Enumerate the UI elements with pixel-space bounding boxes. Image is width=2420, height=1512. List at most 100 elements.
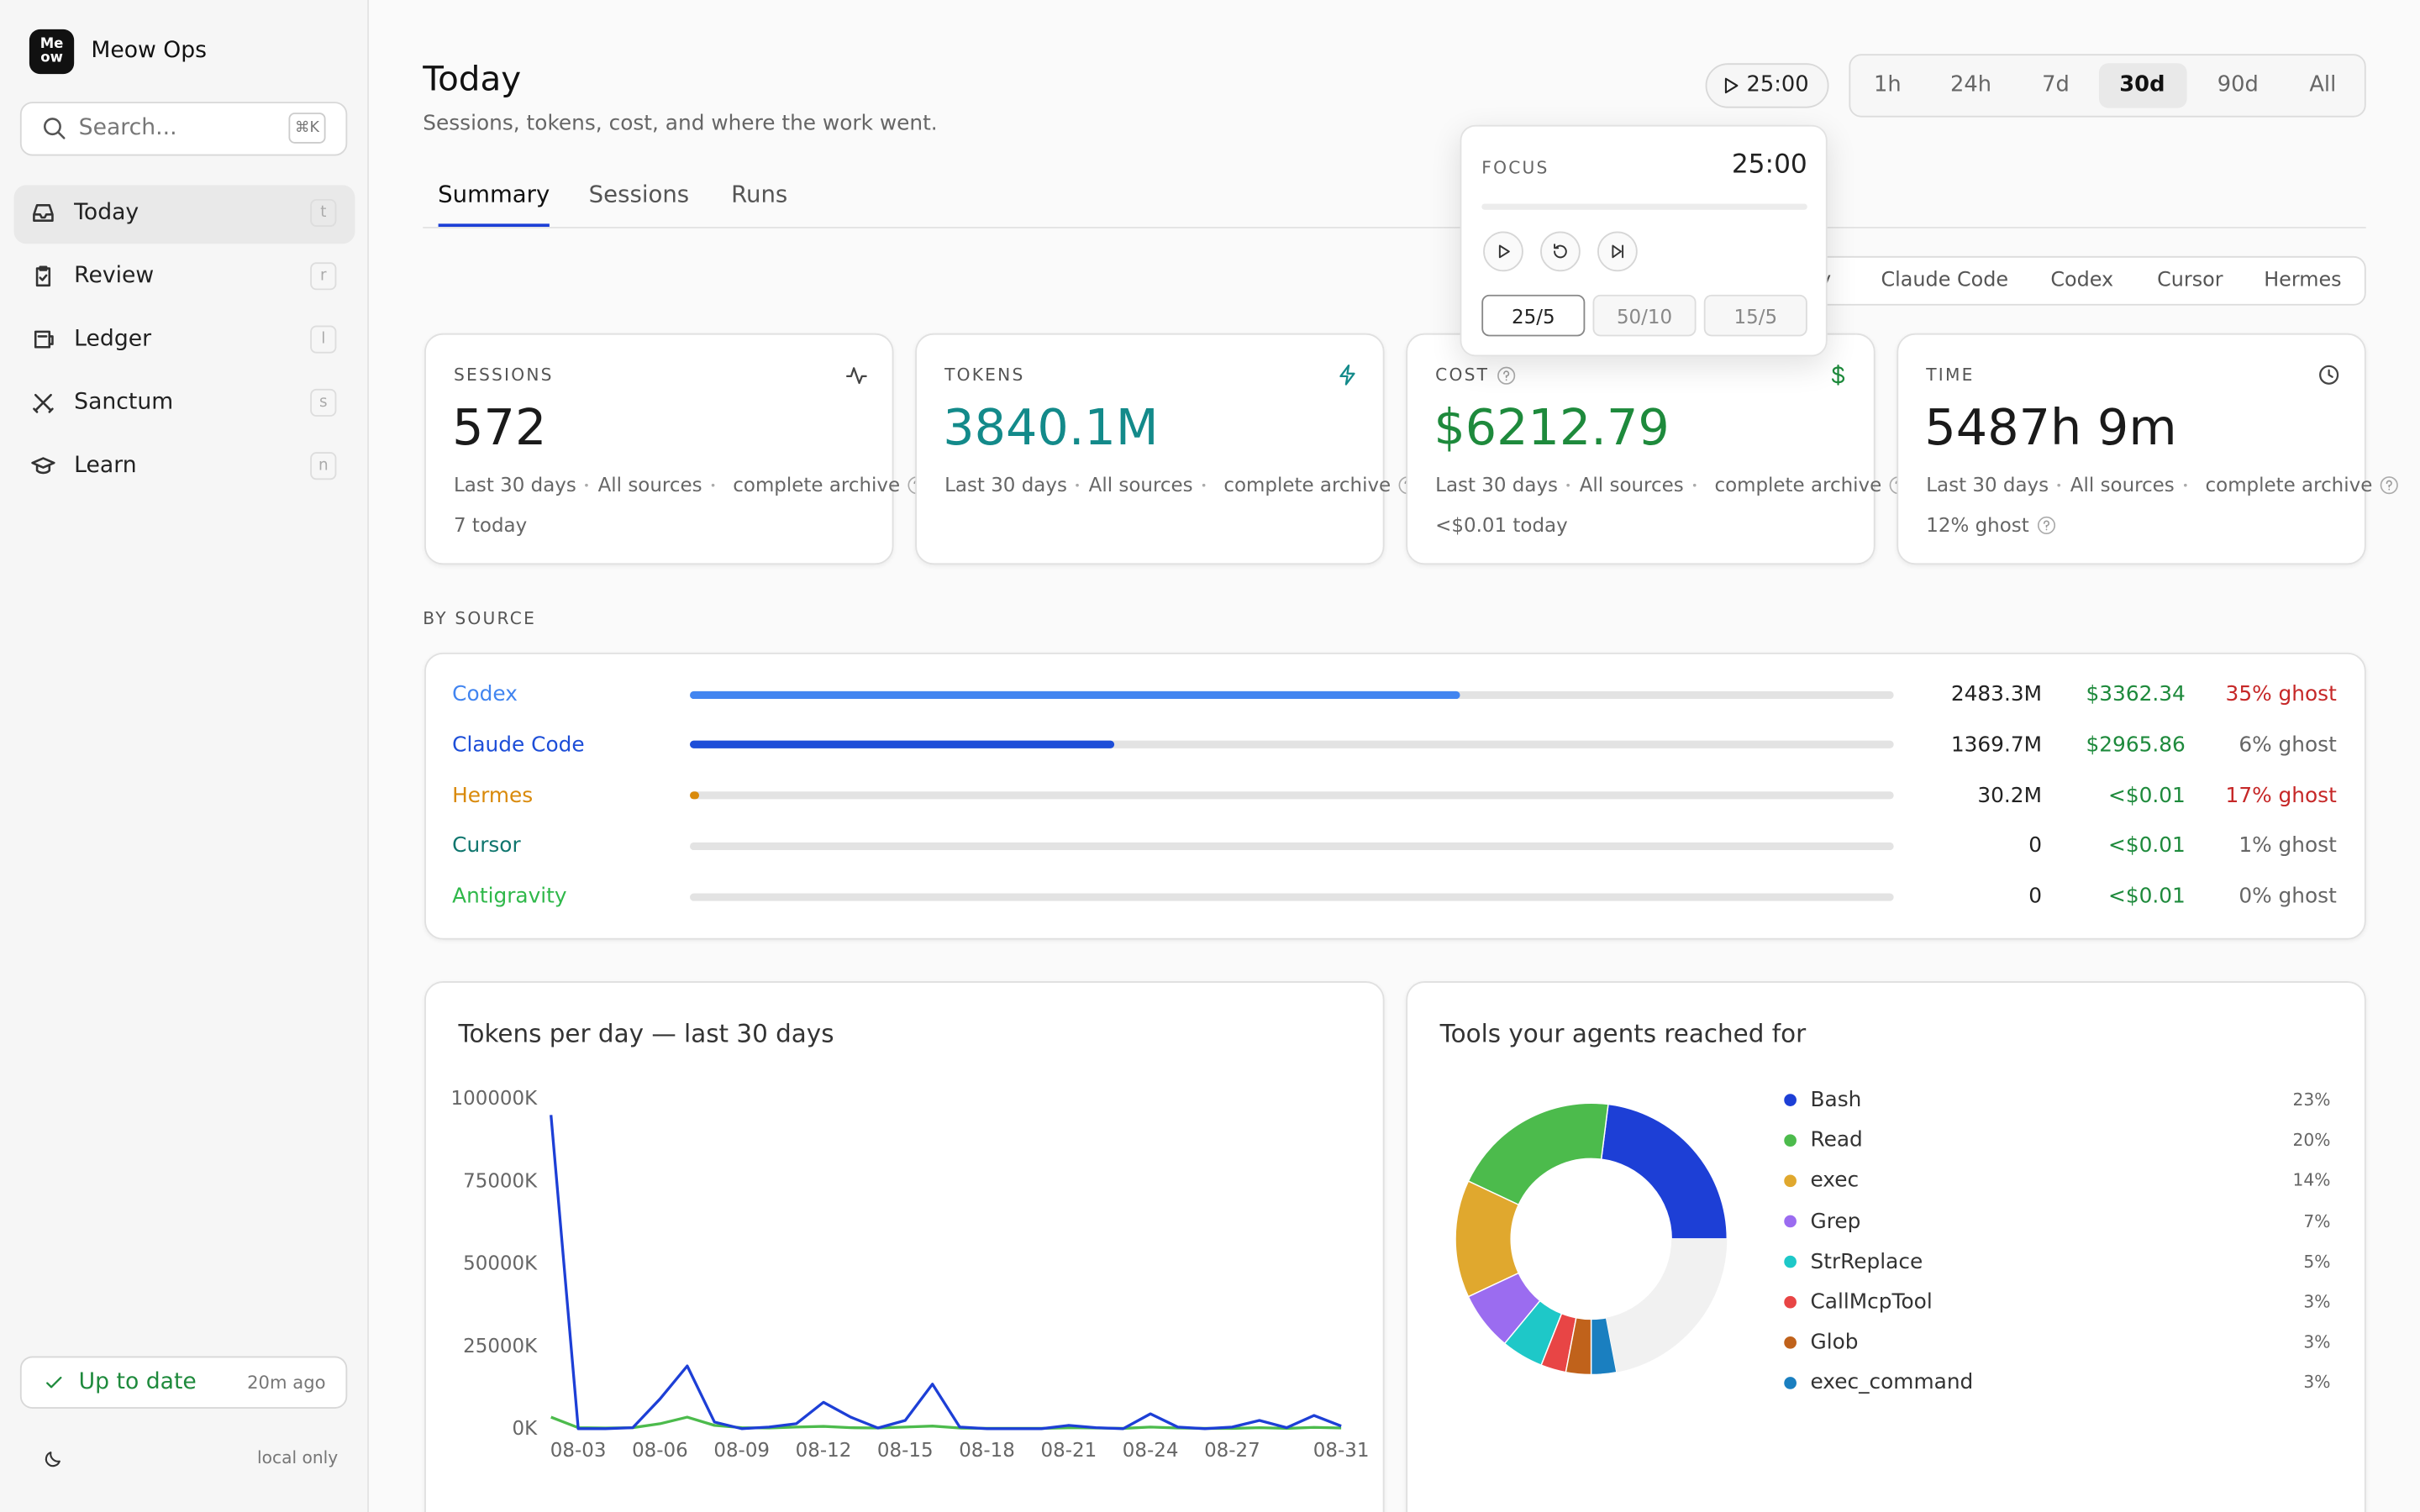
source-ghost: 1% ghost <box>2238 833 2337 858</box>
help-icon <box>2037 515 2055 534</box>
focus-progress <box>1481 203 1807 210</box>
page-title: Today <box>423 60 522 100</box>
help-mark <box>2386 479 2393 490</box>
stat-icon-path <box>2319 365 2339 385</box>
focus-label: FOCUS <box>1481 158 1549 179</box>
meta-item: complete archive <box>1223 472 1392 496</box>
range-button[interactable]: 24h <box>1950 72 1992 97</box>
tab[interactable]: Sessions <box>588 180 690 208</box>
focus-preset-label: 25/5 <box>1512 303 1555 328</box>
focus-control-icon <box>1498 244 1510 259</box>
chart-title: Tokens per day — last 30 days <box>458 1019 834 1049</box>
nav-icon <box>35 265 51 287</box>
range-button[interactable]: 1h <box>1873 72 1902 97</box>
legend-value: 23% <box>2292 1089 2331 1110</box>
stat-note-row: 12% ghost <box>1926 512 2055 537</box>
source-tokens: 0 <box>2028 833 2043 858</box>
section-label: BY SOURCE <box>423 608 537 629</box>
source-track <box>690 892 1894 900</box>
source-cost: <$0.01 <box>2108 783 2186 808</box>
key-text: n <box>318 457 329 475</box>
shortcut-text: ⌘K <box>295 119 319 137</box>
chart-card <box>1406 981 2366 1512</box>
tabs-border <box>423 227 2366 228</box>
footer-text: local only <box>256 1447 339 1468</box>
source-filter-option[interactable]: Codex <box>2050 269 2114 293</box>
stat-icon-path <box>1831 364 1845 386</box>
focus-control[interactable] <box>1597 231 1638 272</box>
source-bar <box>690 791 700 800</box>
nav-icon-path <box>35 265 51 287</box>
source-filter-option[interactable]: Cursor <box>2157 269 2223 293</box>
source-name[interactable]: Cursor <box>452 833 521 858</box>
source-tokens: 30.2M <box>1977 783 2043 808</box>
logo-text: ow <box>40 50 63 66</box>
search-box[interactable] <box>19 102 348 156</box>
separator <box>2183 482 2187 486</box>
source-name[interactable]: Codex <box>452 681 518 707</box>
source-filter-option[interactable]: Hermes <box>2264 269 2342 293</box>
stat-note: 12% ghost <box>1926 512 2029 537</box>
range-button[interactable]: All <box>2309 72 2337 97</box>
status-label: Up to date <box>78 1370 197 1395</box>
meta-item: All sources <box>1088 472 1193 496</box>
tab[interactable]: Summary <box>438 180 550 208</box>
stat-icon <box>1831 364 1845 386</box>
check-icon <box>46 1376 62 1389</box>
stat-meta: Last 30 days All sources complete archive <box>1926 473 2399 496</box>
meta-item: Last 30 days <box>1435 472 1559 496</box>
source-cost: <$0.01 <box>2108 833 2186 858</box>
stat-meta: Last 30 days All sources complete archive <box>1435 472 1908 496</box>
legend-label: Bash <box>1810 1087 1862 1113</box>
stat-card: SESSIONS 572 Last 30 days All sources comple… <box>424 333 926 565</box>
nav-active <box>13 185 355 244</box>
range-button[interactable]: 90d <box>2217 72 2259 97</box>
moon-icon-path <box>44 1451 60 1467</box>
moon-icon <box>44 1451 60 1467</box>
play-icon <box>1723 76 1738 93</box>
legend-label: exec <box>1810 1168 1860 1194</box>
key-text: t <box>320 204 327 222</box>
separator <box>1567 482 1570 486</box>
nav-icon-path <box>33 393 54 413</box>
nav-label[interactable]: Sanctum <box>74 390 174 416</box>
stat-note: 7 today <box>454 512 528 537</box>
source-name[interactable]: Claude Code <box>452 732 585 758</box>
chart-title: Tools your agents reached for <box>1439 1019 1807 1049</box>
nav-label[interactable]: Review <box>74 264 155 289</box>
source-filter-option[interactable]: Claude Code <box>1881 269 2009 293</box>
separator <box>2058 482 2061 486</box>
focus-control[interactable] <box>1540 231 1581 272</box>
help-mark <box>2043 519 2049 530</box>
stat-note: <$0.01 today <box>1435 512 1568 537</box>
source-name[interactable]: Antigravity <box>452 884 567 909</box>
focus-preset[interactable] <box>1481 294 1586 337</box>
legend-label: Read <box>1810 1127 1863 1153</box>
focus-preset-label: 15/5 <box>1733 303 1778 328</box>
help-circle <box>2037 515 2055 534</box>
source-name[interactable]: Hermes <box>452 783 534 808</box>
stat-value: $6212.79 <box>1434 397 1670 457</box>
stat-icon-path <box>846 367 867 385</box>
range-button[interactable]: 7d <box>2042 72 2070 97</box>
timer-button[interactable] <box>1705 63 1829 108</box>
tab[interactable]: Runs <box>731 180 788 208</box>
chart-card <box>424 981 1385 1512</box>
focus-preset[interactable] <box>1703 294 1807 337</box>
focus-control[interactable] <box>1483 231 1523 272</box>
range-button[interactable]: 30d <box>2119 72 2165 97</box>
stat-icon <box>1339 364 1355 386</box>
nav-label[interactable]: Today <box>74 200 139 226</box>
legend-value: 14% <box>2292 1170 2331 1191</box>
legend-value: 3% <box>2303 1332 2331 1353</box>
nav-label[interactable]: Ledger <box>74 327 152 352</box>
stat-label-row: TOKENS <box>944 365 1024 385</box>
legend-value: 20% <box>2292 1130 2331 1151</box>
stat-card: COST $6212.79 Last 30 days All sources compl… <box>1406 333 1908 565</box>
focus-preset[interactable] <box>1592 294 1697 337</box>
nav-label[interactable]: Learn <box>74 454 137 479</box>
search-icon-path <box>43 118 66 139</box>
stat-meta: Last 30 days All sources complete archive <box>454 473 926 496</box>
meta-item: All sources <box>1579 472 1684 496</box>
meta-item: complete archive <box>1714 472 1882 496</box>
